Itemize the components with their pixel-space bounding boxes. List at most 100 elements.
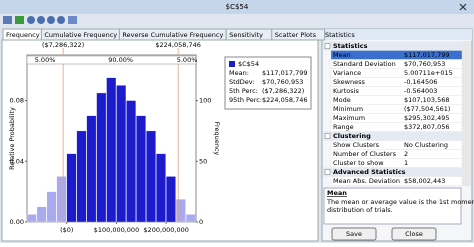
histogram-bar (166, 176, 176, 223)
stat-name: Number of Clusters (333, 150, 397, 158)
stat-value: 2 (404, 150, 408, 158)
histogram-bar (76, 130, 87, 223)
button[interactable] (331, 227, 377, 241)
legend-swatch (229, 61, 235, 67)
section-title: Advanced Statistics (333, 168, 406, 176)
legend-value: ($7,286,322) (262, 87, 304, 95)
toolbar (3, 16, 77, 24)
collapse-toggle[interactable] (324, 43, 331, 49)
y2-tick-label: 100 (199, 97, 211, 105)
stat-row[interactable] (330, 176, 463, 186)
stat-name: Mean (333, 51, 351, 59)
tool-icon[interactable] (47, 16, 55, 24)
stat-name: Skewness (333, 78, 365, 86)
histogram-bar (146, 130, 156, 223)
histogram-bar (96, 92, 107, 223)
stat-value: $295,302,495 (404, 114, 450, 122)
description-box (323, 187, 462, 225)
close-icon[interactable] (459, 3, 467, 11)
stats-panel-title: Statistics (325, 31, 355, 39)
stat-name: Variance (333, 69, 361, 77)
stat-value: -0.564003 (404, 87, 437, 95)
section-title: Statistics (333, 42, 368, 50)
y2-tick-label: 50 (199, 157, 207, 165)
stat-name: Maximum (333, 114, 365, 122)
tool-icon[interactable] (68, 16, 77, 24)
x-tick-label: $200,000,000 (143, 226, 189, 234)
tool-icon[interactable] (37, 16, 45, 24)
histogram-bar (66, 153, 77, 223)
stat-value: ($77,504,561) (404, 105, 450, 113)
stat-value: $107,103,568 (404, 96, 450, 104)
legend-key: Mean: (229, 69, 249, 77)
tab-label[interactable]: Reverse Cumulative Frequency (122, 31, 223, 39)
scrollbar[interactable] (462, 41, 471, 186)
stat-value: $58,002,443 (404, 177, 445, 185)
button-label[interactable]: Close (405, 230, 423, 238)
histogram-bar (106, 77, 117, 223)
title-bar (0, 0, 474, 14)
x-tick-label: ($0) (60, 226, 73, 234)
collapse-toggle[interactable] (324, 133, 331, 139)
tab-label[interactable]: Cumulative Frequency (44, 31, 117, 39)
stat-value: $117,017,799 (404, 51, 450, 59)
stat-value: -0.164506 (404, 78, 437, 86)
y-tick-label: 0.08 (10, 97, 24, 105)
legend-key: 5th Perc: (229, 87, 258, 95)
stat-name: Mode (333, 96, 351, 104)
stat-value: $372,807,056 (404, 123, 450, 131)
y-tick-label: 0.00 (10, 218, 24, 226)
tool-icon[interactable] (57, 16, 65, 24)
section-header (323, 131, 462, 141)
histogram-bar (185, 214, 196, 223)
tool-icon[interactable] (15, 16, 24, 24)
histogram-bar (46, 191, 57, 223)
button[interactable] (391, 227, 437, 241)
histogram-bar (175, 199, 186, 223)
description-title: Mean (327, 189, 347, 197)
histogram-bar (156, 153, 166, 223)
section-title: Clustering (333, 132, 371, 140)
histogram-bar (136, 115, 146, 223)
description-text: distribution of trials. (327, 206, 393, 214)
y2-tick-label: 0 (199, 218, 203, 226)
stat-value: No Clustering (404, 141, 448, 149)
region-label: 90.00% (108, 56, 133, 64)
region-label: 5.00% (35, 56, 56, 64)
tab-label[interactable]: Frequency (6, 31, 40, 39)
stat-name: Mean Abs. Deviation (333, 177, 400, 185)
histogram-bar (116, 85, 127, 223)
y-tick-label: 0.04 (10, 157, 24, 165)
stats-panel-header (322, 29, 472, 40)
stat-name: Range (333, 123, 354, 131)
tool-icon[interactable] (27, 16, 35, 24)
stat-value: 5.00711e+015 (404, 69, 453, 77)
stat-name: Kurtosis (333, 87, 359, 95)
y-axis-label: Relative Probability (8, 107, 16, 170)
legend-box (224, 56, 312, 110)
histogram-bar (126, 100, 137, 223)
collapse-toggle[interactable] (324, 169, 331, 175)
legend-value: $117,017,799 (262, 69, 308, 77)
delimiter-label: ($7,286,322) (42, 41, 84, 49)
legend-key: StdDev: (229, 78, 255, 86)
section-header (323, 167, 462, 177)
button-label[interactable]: Save (346, 230, 362, 238)
y2-axis-label: Frequency (213, 122, 221, 156)
histogram-bar (26, 214, 37, 223)
tab[interactable] (271, 28, 326, 41)
legend-name: $C$54 (238, 60, 259, 68)
tab-label[interactable]: Scatter Plots (275, 31, 317, 39)
histogram-bar (86, 115, 97, 223)
tab-label[interactable]: Sensitivity (229, 31, 263, 39)
region-label: 5.00% (177, 56, 198, 64)
stat-name: Standard Deviation (333, 60, 396, 68)
stat-name: Cluster to show (333, 159, 384, 167)
tool-icon[interactable] (3, 16, 12, 24)
window-title: $C$54 (226, 3, 249, 11)
legend-value: $70,760,953 (262, 78, 303, 86)
histogram-bar (36, 206, 47, 223)
description-text: The mean or average value is the 1st mom… (326, 198, 474, 206)
stat-value: $70,760,953 (404, 60, 445, 68)
